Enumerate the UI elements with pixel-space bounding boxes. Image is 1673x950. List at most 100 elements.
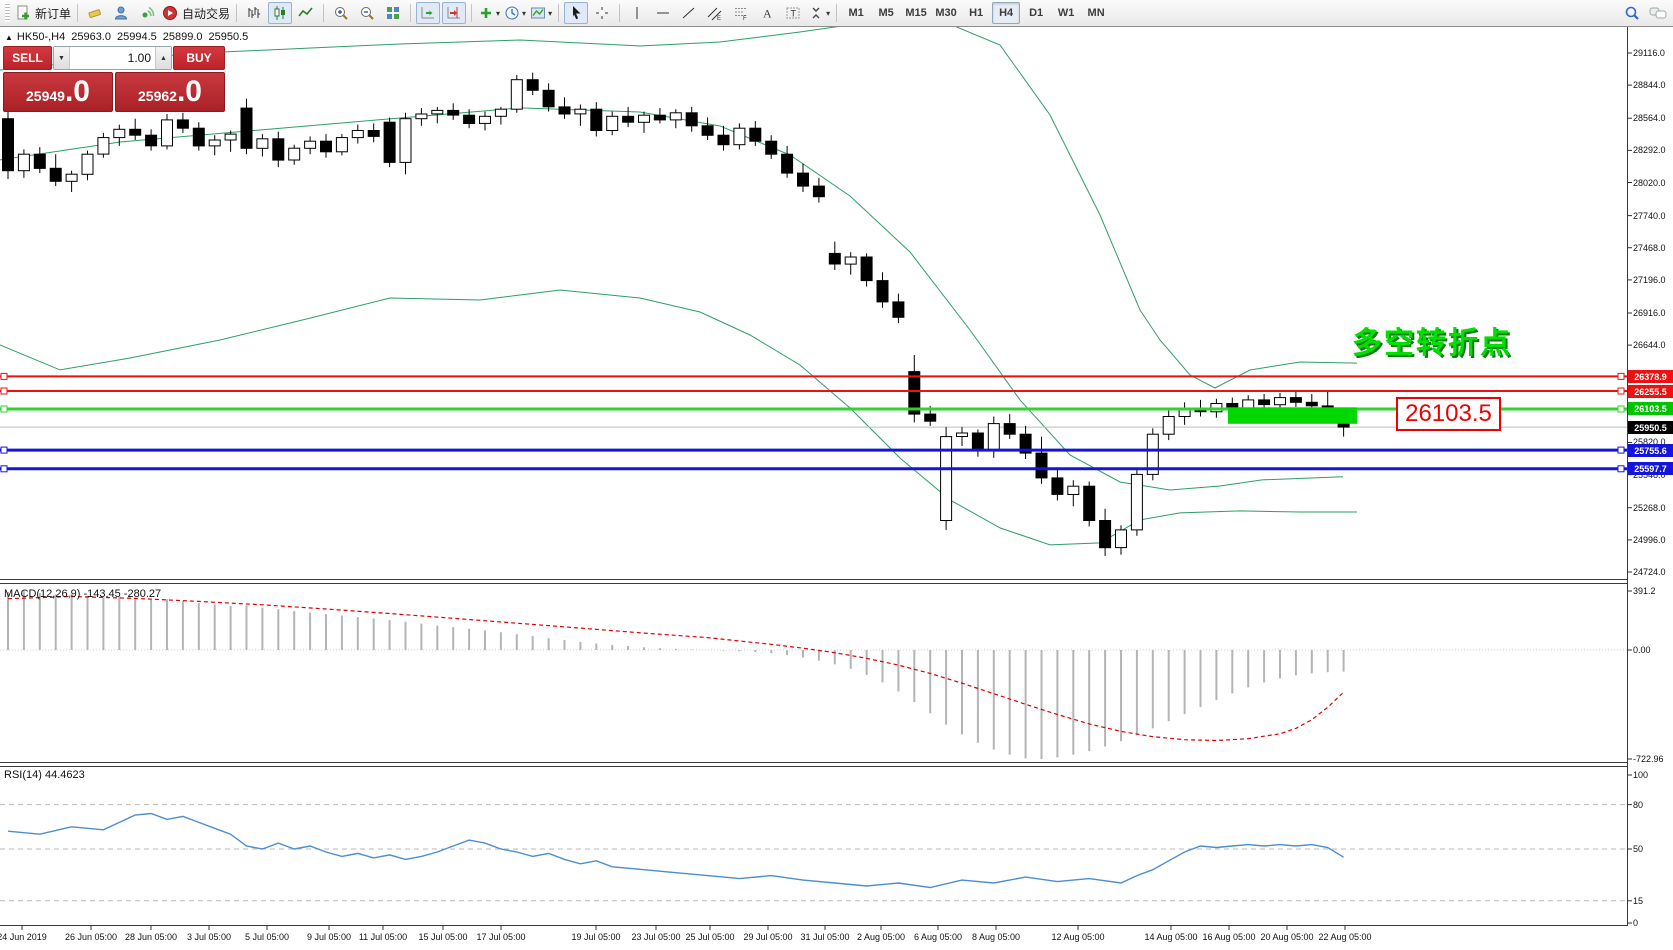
timeframe-h4[interactable]: H4 — [992, 2, 1021, 24]
channel-icon: E — [707, 7, 722, 21]
clock-icon — [505, 6, 519, 20]
arrows-button[interactable]: ▾ — [807, 2, 831, 24]
time-tick: 2 Aug 05:00 — [856, 932, 906, 942]
timeframe-w1[interactable]: W1 — [1057, 7, 1075, 19]
price-marker-label: 26378.9 — [1628, 370, 1673, 383]
sell-price-panel[interactable]: 25949.0 — [3, 72, 113, 112]
chart-shift-button[interactable] — [442, 2, 467, 24]
macd-panel-surface[interactable] — [0, 584, 1628, 762]
templates-button[interactable]: ▾ — [529, 2, 553, 24]
time-tick: 19 Jul 05:00 — [571, 932, 621, 942]
panel-separator[interactable] — [0, 762, 1628, 763]
panel-separator[interactable] — [0, 583, 1628, 584]
text-label-icon: T — [786, 7, 800, 19]
crosshair-button[interactable] — [590, 2, 614, 24]
collapse-toggle-icon[interactable]: ▲ — [5, 33, 13, 42]
timeframe-mn[interactable]: MN — [1087, 7, 1105, 19]
vertical-line-button[interactable] — [625, 2, 649, 24]
separator — [323, 4, 325, 22]
rsi-tick: 80 — [1633, 800, 1644, 810]
fibonacci-button[interactable]: F — [729, 2, 753, 24]
price-tick: 27740.0 — [1633, 211, 1666, 221]
profiles-button[interactable] — [109, 2, 133, 24]
auto-scroll-button[interactable] — [416, 2, 441, 24]
zoom-out-icon — [361, 7, 374, 20]
text-button[interactable]: A — [755, 2, 779, 24]
periods-button[interactable]: ▾ — [503, 2, 527, 24]
main-chart-surface[interactable] — [0, 27, 1628, 579]
timeframe-m5[interactable]: M5 — [878, 7, 894, 19]
indicators-button[interactable]: ▾ — [477, 2, 501, 24]
macd-tick: -722.96 — [1633, 754, 1664, 764]
new-order-button[interactable]: 新订单 — [14, 2, 72, 24]
zoom-out-button[interactable] — [355, 2, 379, 24]
text-label-button[interactable]: T — [781, 2, 805, 24]
symbol-title-bar: ▲ HK50-,H4 25963.0 25994.5 25899.0 25950.5 — [5, 31, 254, 43]
toolbar: 新订单 自动交易 — [0, 0, 1673, 27]
search-button[interactable] — [1620, 2, 1644, 24]
styler-button[interactable] — [83, 2, 107, 24]
line-chart-button[interactable] — [294, 2, 318, 24]
price-tag-annotation[interactable]: 26103.5 — [1396, 397, 1501, 431]
timeframe-m30[interactable]: M30 — [935, 7, 957, 19]
rsi-label: RSI(14) 44.4623 — [4, 769, 85, 781]
separator — [471, 4, 473, 22]
svg-text:T: T — [791, 9, 797, 19]
timeframe-m15[interactable]: M15 — [905, 7, 927, 19]
tile-windows-button[interactable] — [381, 2, 405, 24]
volume-decrease-button[interactable]: ▼ — [54, 47, 70, 69]
one-click-trading-widget: SELL ▼ ▲ BUY 25949.0 25962.0 — [3, 46, 225, 112]
macd-signal-value: -280.27 — [123, 588, 162, 600]
time-tick: 15 Jul 05:00 — [418, 932, 468, 942]
panel-separator[interactable] — [0, 579, 1628, 580]
macd-tick: 0.00 — [1633, 645, 1651, 655]
ohlc-low: 25899.0 — [162, 31, 203, 43]
sell-button[interactable]: SELL — [3, 46, 52, 70]
signals-button[interactable] — [135, 2, 159, 24]
rsi-panel-surface[interactable] — [0, 766, 1628, 925]
panel-separator — [0, 925, 1628, 926]
price-tick: 24724.0 — [1633, 567, 1666, 577]
zoom-in-button[interactable] — [329, 2, 353, 24]
toolbar-grip[interactable] — [5, 4, 10, 22]
time-tick: 20 Aug 05:00 — [1260, 932, 1314, 942]
volume-increase-button[interactable]: ▲ — [155, 47, 171, 69]
separator — [619, 4, 621, 22]
cursor-button[interactable] — [564, 2, 589, 24]
time-tick: 5 Jul 05:00 — [244, 932, 290, 942]
macd-label: MACD(12,26,9) -143.45 -280.27 — [4, 588, 162, 600]
time-tick: 17 Jul 05:00 — [476, 932, 526, 942]
candlestick-chart-button[interactable] — [268, 2, 293, 24]
sell-price: 25949 — [26, 88, 65, 104]
timeframe-m1[interactable]: M1 — [848, 7, 864, 19]
volume-input[interactable] — [70, 47, 155, 69]
chat-button[interactable] — [1646, 2, 1670, 24]
timeframe-d1[interactable]: D1 — [1029, 7, 1044, 19]
auto-scroll-icon — [421, 7, 435, 19]
time-tick: 23 Jul 05:00 — [631, 932, 681, 942]
horizontal-line-button[interactable] — [651, 2, 675, 24]
template-icon — [531, 7, 546, 19]
time-tick: 26 Jun 05:00 — [64, 932, 118, 942]
autotrading-button[interactable]: 自动交易 — [161, 2, 231, 24]
text-icon: A — [763, 7, 772, 21]
buy-button[interactable]: BUY — [173, 46, 225, 70]
timeframe-h1[interactable]: H1 — [969, 7, 984, 19]
zoom-in-icon — [335, 7, 348, 20]
time-tick: 12 Aug 05:00 — [1051, 932, 1105, 942]
equidistant-channel-button[interactable]: E — [703, 2, 727, 24]
turning-point-annotation[interactable]: 多空转折点 — [1352, 327, 1512, 360]
autotrading-icon — [163, 6, 178, 20]
trendline-button[interactable] — [677, 2, 701, 24]
price-tick: 26644.0 — [1633, 340, 1666, 350]
price-marker-label: 26103.5 — [1628, 402, 1673, 415]
panel-separator[interactable] — [0, 766, 1628, 767]
buy-price-panel[interactable]: 25962.0 — [115, 72, 225, 112]
time-tick: 16 Aug 05:00 — [1202, 932, 1256, 942]
timeframe-bar: M1 M5 M15 M30 H1 H4 D1 W1 MN — [841, 2, 1111, 24]
dropdown-caret-icon: ▾ — [496, 8, 501, 18]
bar-chart-button[interactable] — [242, 2, 266, 24]
price-tick: 28292.0 — [1633, 145, 1666, 155]
time-tick: 14 Aug 05:00 — [1144, 932, 1198, 942]
separator — [836, 4, 838, 22]
